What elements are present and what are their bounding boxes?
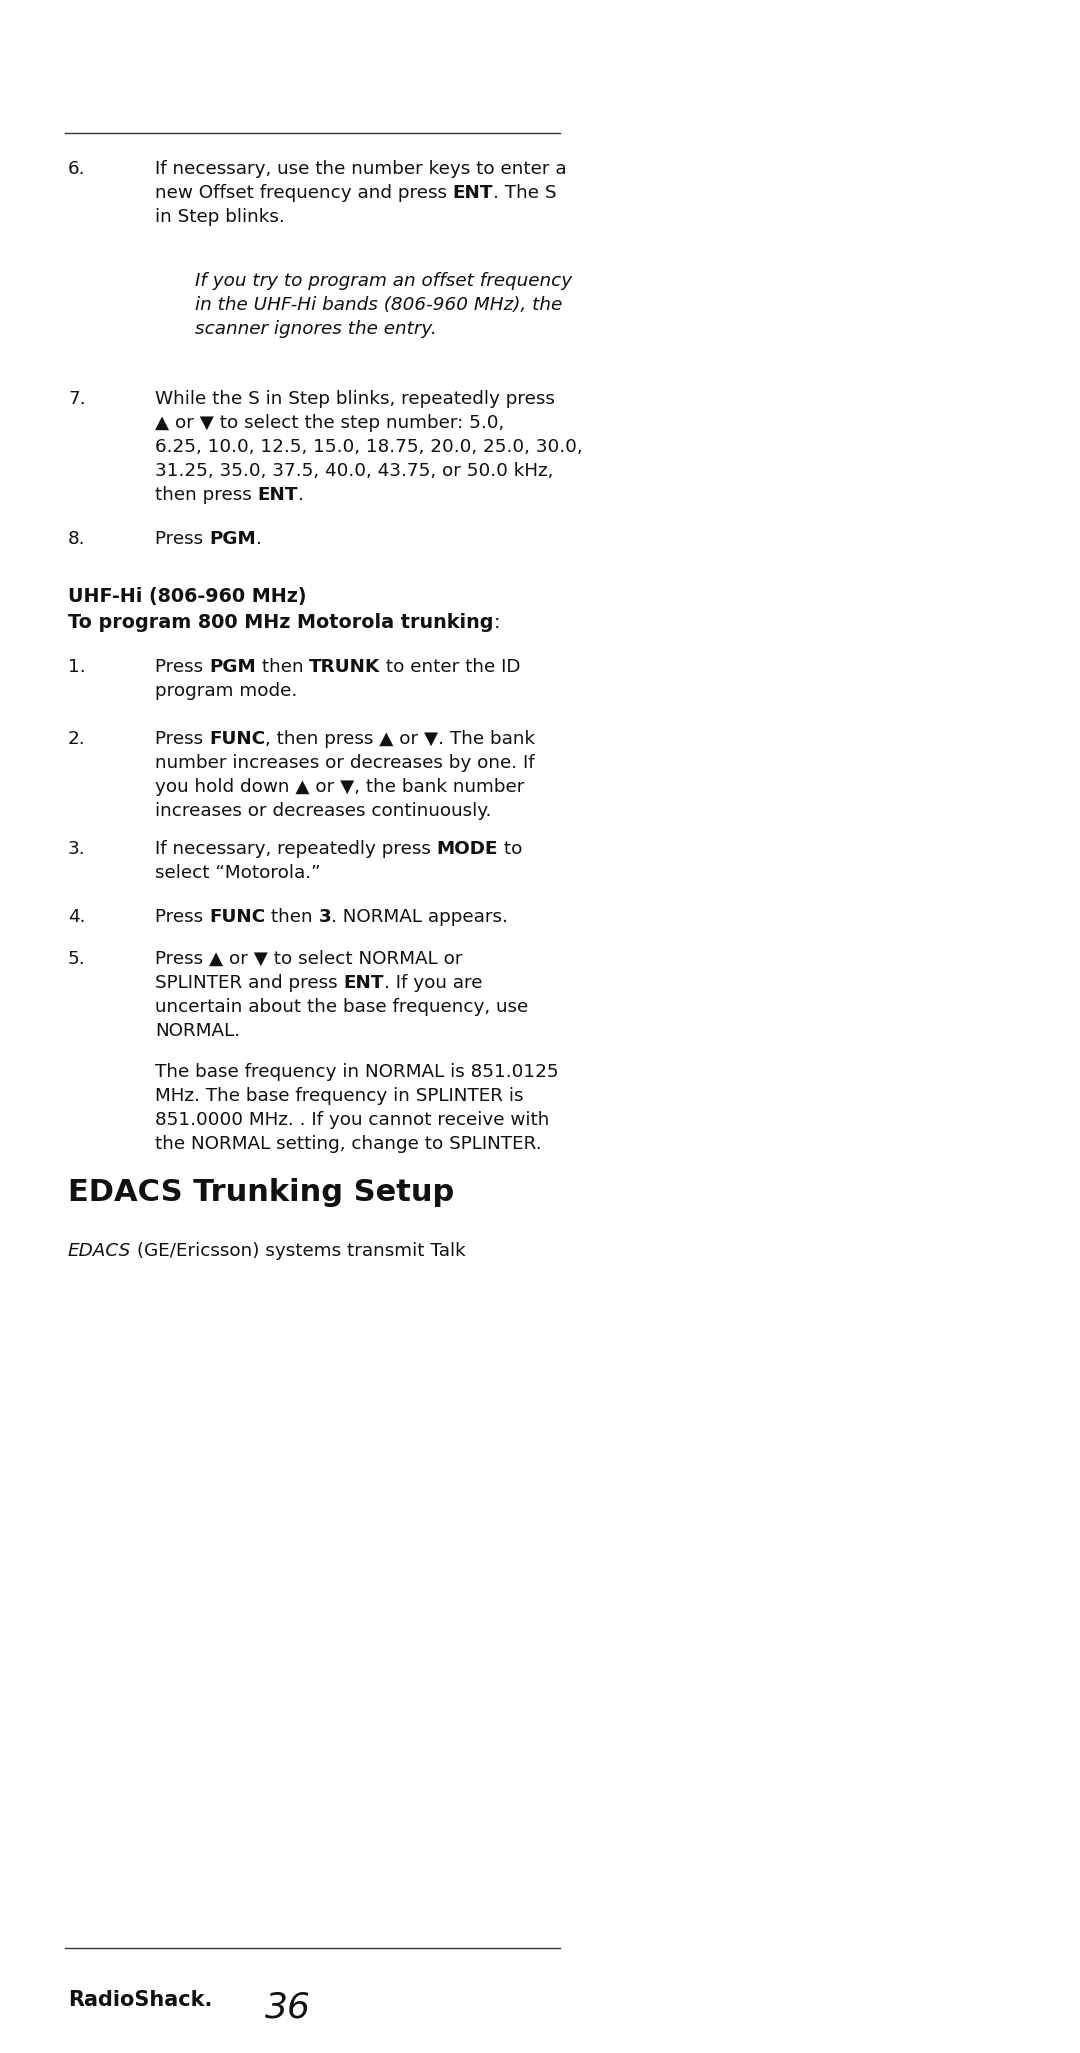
Text: 1.: 1. xyxy=(68,659,85,675)
Text: 5.: 5. xyxy=(68,951,85,969)
Text: 851.0000 MHz. . If you cannot receive with: 851.0000 MHz. . If you cannot receive wi… xyxy=(156,1111,550,1129)
Text: uncertain about the base frequency, use: uncertain about the base frequency, use xyxy=(156,998,528,1016)
Text: ENT: ENT xyxy=(258,487,298,503)
Text: 8.: 8. xyxy=(68,530,85,548)
Text: MODE: MODE xyxy=(436,840,498,858)
Text: 6.: 6. xyxy=(68,160,85,179)
Text: (GE/Ericsson) systems transmit Talk: (GE/Ericsson) systems transmit Talk xyxy=(132,1242,465,1261)
Text: Press: Press xyxy=(156,907,210,926)
Text: The base frequency in NORMAL is 851.0125: The base frequency in NORMAL is 851.0125 xyxy=(156,1063,558,1082)
Text: TRUNK: TRUNK xyxy=(309,659,380,675)
Text: 7.: 7. xyxy=(68,390,85,409)
Text: in Step blinks.: in Step blinks. xyxy=(156,207,285,226)
Text: If you try to program an offset frequency: If you try to program an offset frequenc… xyxy=(195,271,572,289)
Text: 6.25, 10.0, 12.5, 15.0, 18.75, 20.0, 25.0, 30.0,: 6.25, 10.0, 12.5, 15.0, 18.75, 20.0, 25.… xyxy=(156,437,582,456)
Text: MHz. The base frequency in SPLINTER is: MHz. The base frequency in SPLINTER is xyxy=(156,1086,524,1105)
Text: 2.: 2. xyxy=(68,731,85,747)
Text: Press ▲ or ▼ to select NORMAL or: Press ▲ or ▼ to select NORMAL or xyxy=(156,951,462,969)
Text: ▲ or ▼ to select the step number: 5.0,: ▲ or ▼ to select the step number: 5.0, xyxy=(156,415,504,431)
Text: to: to xyxy=(498,840,523,858)
Text: .: . xyxy=(298,487,303,503)
Text: 31.25, 35.0, 37.5, 40.0, 43.75, or 50.0 kHz,: 31.25, 35.0, 37.5, 40.0, 43.75, or 50.0 … xyxy=(156,462,553,480)
Text: :: : xyxy=(494,614,500,632)
Text: If necessary, repeatedly press: If necessary, repeatedly press xyxy=(156,840,436,858)
Text: ENT: ENT xyxy=(343,973,384,992)
Text: to enter the ID: to enter the ID xyxy=(380,659,521,675)
Text: Press: Press xyxy=(156,659,210,675)
Text: ENT: ENT xyxy=(453,185,494,201)
Text: 3: 3 xyxy=(319,907,332,926)
Text: RadioShack.: RadioShack. xyxy=(68,1989,213,2010)
Text: UHF-Hi (806-960 MHz): UHF-Hi (806-960 MHz) xyxy=(68,587,307,606)
Text: To program 800 MHz Motorola trunking: To program 800 MHz Motorola trunking xyxy=(68,614,494,632)
Text: then: then xyxy=(256,659,309,675)
Text: PGM: PGM xyxy=(210,659,256,675)
Text: EDACS Trunking Setup: EDACS Trunking Setup xyxy=(68,1178,455,1207)
Text: the NORMAL setting, change to SPLINTER.: the NORMAL setting, change to SPLINTER. xyxy=(156,1135,542,1154)
Text: then press: then press xyxy=(156,487,258,503)
Text: , then press ▲ or ▼. The bank: , then press ▲ or ▼. The bank xyxy=(265,731,536,747)
Text: FUNC: FUNC xyxy=(210,907,265,926)
Text: NORMAL.: NORMAL. xyxy=(156,1022,240,1041)
Text: .: . xyxy=(256,530,261,548)
Text: in the UHF-Hi bands (806-960 MHz), the: in the UHF-Hi bands (806-960 MHz), the xyxy=(195,296,563,314)
Text: While the S in Step blinks, repeatedly press: While the S in Step blinks, repeatedly p… xyxy=(156,390,555,409)
Text: 4.: 4. xyxy=(68,907,85,926)
Text: SPLINTER and press: SPLINTER and press xyxy=(156,973,343,992)
Text: . NORMAL appears.: . NORMAL appears. xyxy=(332,907,509,926)
Text: scanner ignores the entry.: scanner ignores the entry. xyxy=(195,320,436,339)
Text: new Offset frequency and press: new Offset frequency and press xyxy=(156,185,453,201)
Text: Press: Press xyxy=(156,530,210,548)
Text: EDACS: EDACS xyxy=(68,1242,132,1261)
Text: then: then xyxy=(265,907,319,926)
Text: FUNC: FUNC xyxy=(210,731,265,747)
Text: 36: 36 xyxy=(265,1989,311,2024)
Text: increases or decreases continuously.: increases or decreases continuously. xyxy=(156,803,491,819)
Text: Press: Press xyxy=(156,731,210,747)
Text: you hold down ▲ or ▼, the bank number: you hold down ▲ or ▼, the bank number xyxy=(156,778,525,797)
Text: program mode.: program mode. xyxy=(156,682,297,700)
Text: . The S: . The S xyxy=(494,185,557,201)
Text: 3.: 3. xyxy=(68,840,85,858)
Text: select “Motorola.”: select “Motorola.” xyxy=(156,864,321,883)
Text: number increases or decreases by one. If: number increases or decreases by one. If xyxy=(156,753,535,772)
Text: . If you are: . If you are xyxy=(384,973,483,992)
Text: If necessary, use the number keys to enter a: If necessary, use the number keys to ent… xyxy=(156,160,567,179)
Text: PGM: PGM xyxy=(210,530,256,548)
